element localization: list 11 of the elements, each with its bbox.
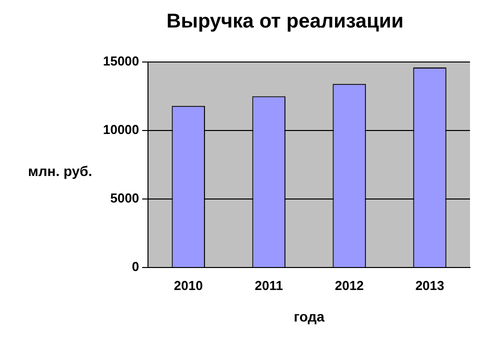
y-axis-title: млн. руб. [28, 163, 92, 179]
x-tick-label: 2013 [415, 278, 444, 293]
x-tick-label: 2010 [174, 278, 203, 293]
y-tick-label: 0 [132, 259, 140, 274]
x-tick-label: 2012 [334, 278, 364, 293]
x-axis-title: года [294, 308, 325, 324]
y-tick-label: 10000 [102, 122, 140, 138]
chart-title: Выручка от реализации [166, 10, 404, 33]
y-tick-label: 5000 [110, 190, 140, 206]
x-tick-label: 2011 [254, 278, 283, 293]
y-tick-label: 15000 [102, 54, 140, 69]
